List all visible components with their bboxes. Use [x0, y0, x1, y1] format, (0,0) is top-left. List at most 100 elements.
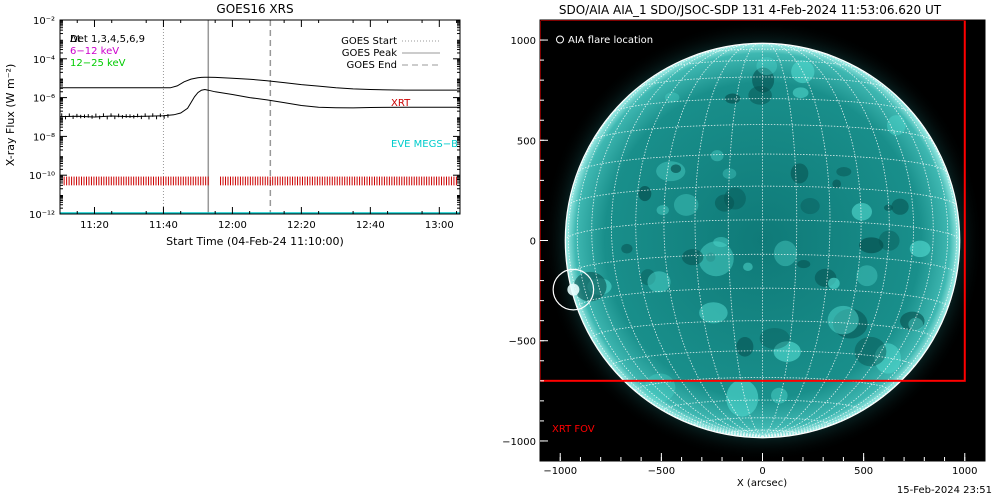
x-tick-label: 11:20	[80, 220, 109, 231]
longitude-line	[635, 43, 763, 437]
y-axis-label: X-ray Flux (W m⁻²)	[4, 64, 17, 166]
image-area: −1000 −500 0 500 1000 1000 500 0 −500 −1000	[502, 19, 986, 477]
goes-xrs-chart: GOES16 XRS X-ray Flux (W m⁻²) Start Time…	[4, 2, 461, 248]
longitude-line	[762, 240, 961, 437]
bright-region	[726, 379, 759, 417]
solar-limb	[564, 42, 961, 439]
x-tick-label: 11:40	[149, 220, 178, 231]
bright-region	[722, 168, 737, 180]
y-tick-label: −500	[509, 337, 536, 348]
bright-region	[773, 341, 801, 362]
dark-region	[723, 187, 746, 210]
flare-kernel	[567, 283, 580, 296]
dark-region	[859, 237, 884, 254]
x-tick-label: 12:40	[356, 220, 385, 231]
channel-label-detectors: Det 1,3,4,5,6,9	[70, 34, 145, 45]
x-axis-label: Start Time (04-Feb-24 11:10:00)	[166, 235, 344, 248]
channel-label-low-energy: 6−12 keV	[70, 46, 119, 57]
x-tick-label: 1000	[952, 466, 977, 477]
latitude-line	[698, 48, 827, 55]
footer-timestamp: 15-Feb-2024 23:51	[896, 485, 992, 496]
longitude-line	[576, 51, 763, 437]
bright-region	[673, 194, 699, 216]
x-tick-label: 12:20	[287, 220, 316, 231]
bright-region	[851, 203, 872, 221]
flare-legend-marker	[556, 35, 564, 44]
latitude-line	[592, 124, 933, 141]
dark-region	[752, 67, 775, 93]
flare-location-legend: AIA flare location	[568, 35, 653, 46]
xrt-annotation: XRT	[391, 98, 411, 109]
dark-region	[883, 204, 893, 211]
heliographic-grid	[564, 43, 961, 437]
latitude-line	[637, 76, 888, 89]
goes-short-channel-series	[59, 88, 460, 118]
x-tick-label: 13:00	[425, 220, 454, 231]
bright-region	[909, 240, 931, 258]
longitude-line	[591, 46, 763, 437]
longitude-line	[663, 43, 763, 437]
dark-region	[797, 260, 811, 269]
dark-region	[790, 163, 809, 184]
dark-region	[854, 336, 887, 367]
flare-location-circle	[552, 268, 595, 311]
y-tick-label: 10⁻¹²	[29, 210, 55, 221]
y-tick-label: 10⁻⁸	[33, 132, 55, 143]
bright-region	[743, 262, 753, 272]
x-tick-label: −1000	[543, 466, 577, 477]
y-tick-label: 10⁻⁴	[33, 55, 55, 66]
dark-region	[638, 186, 652, 202]
eve-annotation: EVE MEGS−B	[391, 139, 458, 150]
y-tick-label: 10⁻⁶	[33, 94, 55, 105]
dark-region	[878, 230, 900, 251]
dark-region	[670, 164, 682, 174]
dark-region	[714, 194, 735, 212]
x-tick-label: 12:00	[218, 220, 247, 231]
longitude-line	[610, 45, 763, 437]
dark-region	[900, 311, 925, 331]
bright-region	[664, 92, 680, 103]
dark-region	[832, 179, 842, 189]
dark-region	[681, 249, 704, 266]
latitude-line	[567, 253, 958, 275]
dark-region	[573, 271, 607, 302]
latitude-line	[611, 350, 914, 367]
bright-region	[827, 305, 859, 335]
bright-region	[908, 317, 924, 331]
longitude-line	[762, 43, 890, 437]
latitude-line	[635, 377, 890, 391]
longitude-line	[762, 43, 862, 437]
x-tick-label: −500	[648, 466, 675, 477]
goes-long-channel-series	[60, 76, 460, 91]
longitude-line	[564, 240, 763, 437]
y-tick-label: −1000	[502, 437, 536, 448]
bright-region	[856, 265, 878, 287]
plot-frame	[59, 19, 461, 215]
longitude-line	[762, 43, 831, 437]
legend-entry-label: GOES End	[347, 60, 397, 71]
dark-region	[621, 243, 633, 254]
legend-entry-label: GOES Peak	[342, 48, 397, 59]
bright-region	[710, 150, 724, 162]
goes-xrs-panel: GOES16 XRS X-ray Flux (W m⁻²) Start Time…	[0, 0, 500, 500]
longitude-line	[762, 45, 915, 437]
bright-region	[773, 240, 797, 267]
bright-region	[713, 237, 730, 248]
y-tick-label: 1000	[511, 36, 536, 47]
bright-region	[656, 161, 686, 182]
chart-title: GOES16 XRS	[216, 2, 293, 16]
bright-region	[756, 57, 778, 75]
x-axis-label: X (arcsec)	[737, 478, 787, 489]
bright-region	[647, 271, 671, 293]
latitude-line	[591, 320, 934, 339]
dark-region	[800, 197, 820, 215]
bright-region	[792, 87, 809, 99]
bright-region	[698, 241, 734, 277]
xrt-fov-box	[540, 20, 966, 382]
channel-label-overlap: Δt	[70, 34, 81, 45]
latitude-line	[612, 98, 913, 114]
dark-region	[640, 269, 656, 286]
dark-region	[759, 327, 790, 349]
dark-region	[836, 167, 852, 177]
y-tick-label: 10⁻²	[33, 16, 55, 27]
